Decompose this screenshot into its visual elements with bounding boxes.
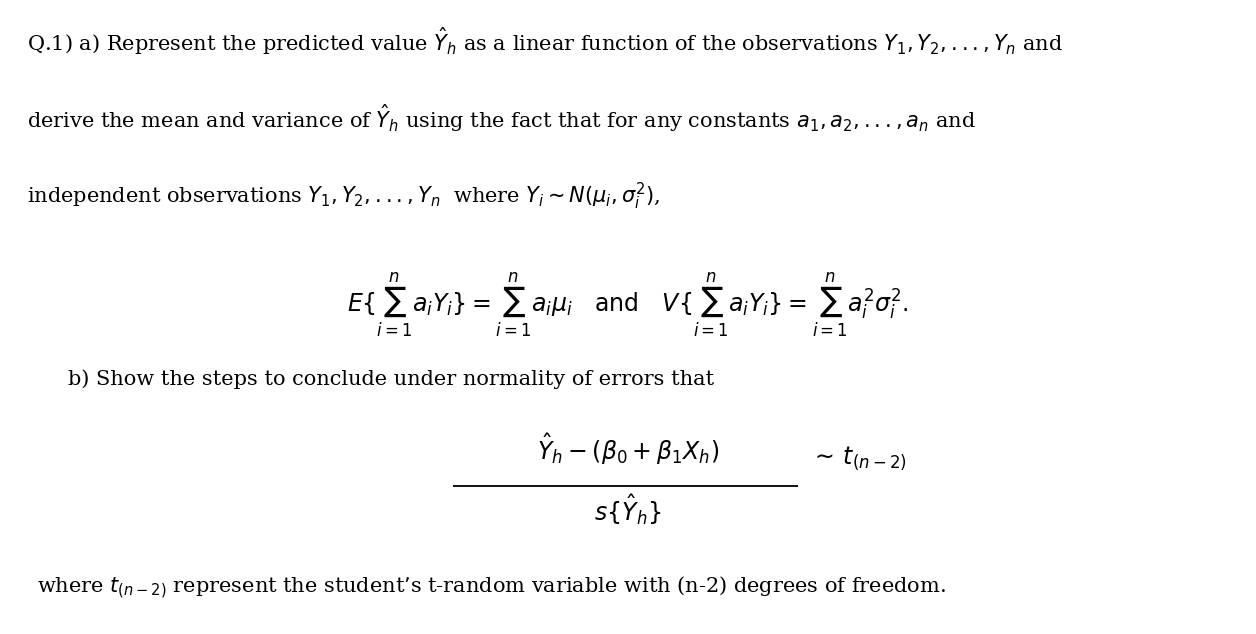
Text: independent observations $Y_1, Y_2, ..., Y_n$  where $Y_i \sim N(\mu_i, \sigma_i: independent observations $Y_1, Y_2, ...,…	[28, 180, 661, 212]
Text: b) Show the steps to conclude under normality of errors that: b) Show the steps to conclude under norm…	[68, 370, 715, 389]
Text: $\sim\, t_{(n-2)}$: $\sim\, t_{(n-2)}$	[810, 445, 907, 472]
Text: where $t_{(n-2)}$ represent the student’s t-random variable with (n-2) degrees o: where $t_{(n-2)}$ represent the student’…	[38, 575, 946, 601]
Text: $\hat{Y}_h - (\beta_0 + \beta_1 X_h)$: $\hat{Y}_h - (\beta_0 + \beta_1 X_h)$	[536, 432, 720, 467]
Text: $E\{\sum_{i=1}^{n} a_i Y_i\} = \sum_{i=1}^{n} a_i \mu_i \quad \mathrm{and} \quad: $E\{\sum_{i=1}^{n} a_i Y_i\} = \sum_{i=1…	[347, 270, 909, 339]
Text: $s\{\hat{Y}_h\}$: $s\{\hat{Y}_h\}$	[594, 492, 662, 527]
Text: derive the mean and variance of $\hat{Y}_h$ using the fact that for any constant: derive the mean and variance of $\hat{Y}…	[28, 103, 976, 134]
Text: Q.1) a) Represent the predicted value $\hat{Y}_h$ as a linear function of the ob: Q.1) a) Represent the predicted value $\…	[28, 25, 1064, 56]
